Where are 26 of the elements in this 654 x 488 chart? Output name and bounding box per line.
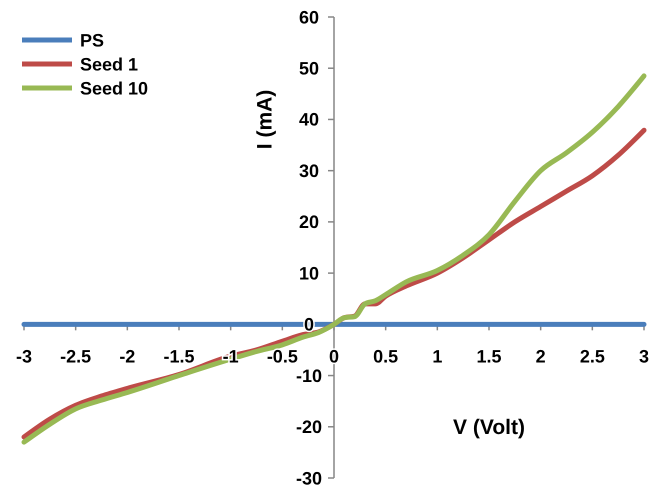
- y-tick-label: 60: [298, 7, 320, 28]
- x-axis-title: V (Volt): [453, 416, 525, 440]
- x-tick-label: 1.5: [476, 346, 502, 366]
- y-tick-label: -10: [296, 366, 322, 386]
- x-tick-label: 3: [638, 346, 650, 366]
- y-tick-label: -20: [296, 417, 322, 438]
- y-tick-label: 40: [298, 110, 320, 130]
- x-tick-label: -0.5: [266, 346, 298, 366]
- legend-label: PS: [80, 30, 104, 50]
- x-tick-label: -2: [119, 346, 136, 366]
- x-tick-label: -2.5: [60, 346, 92, 366]
- x-tick-label: 2.5: [580, 346, 605, 366]
- x-tick-label: 0: [328, 346, 340, 366]
- x-tick-label: 0.5: [373, 346, 398, 366]
- y-tick-label: 30: [298, 160, 320, 181]
- y-axis-title: I (mA): [253, 90, 276, 150]
- x-tick-label: -3: [16, 346, 32, 366]
- legend-label: Seed 1: [80, 54, 138, 74]
- y-tick-label: -30: [296, 468, 322, 488]
- y-tick-label: 20: [298, 212, 320, 232]
- legend-label: Seed 10: [80, 78, 148, 98]
- y-tick-label: 50: [298, 58, 320, 79]
- x-tick-label: -1.5: [163, 346, 195, 366]
- y-tick-label: 10: [298, 263, 320, 284]
- x-tick-label: 1: [432, 346, 442, 366]
- x-tick-label: 2: [536, 346, 546, 366]
